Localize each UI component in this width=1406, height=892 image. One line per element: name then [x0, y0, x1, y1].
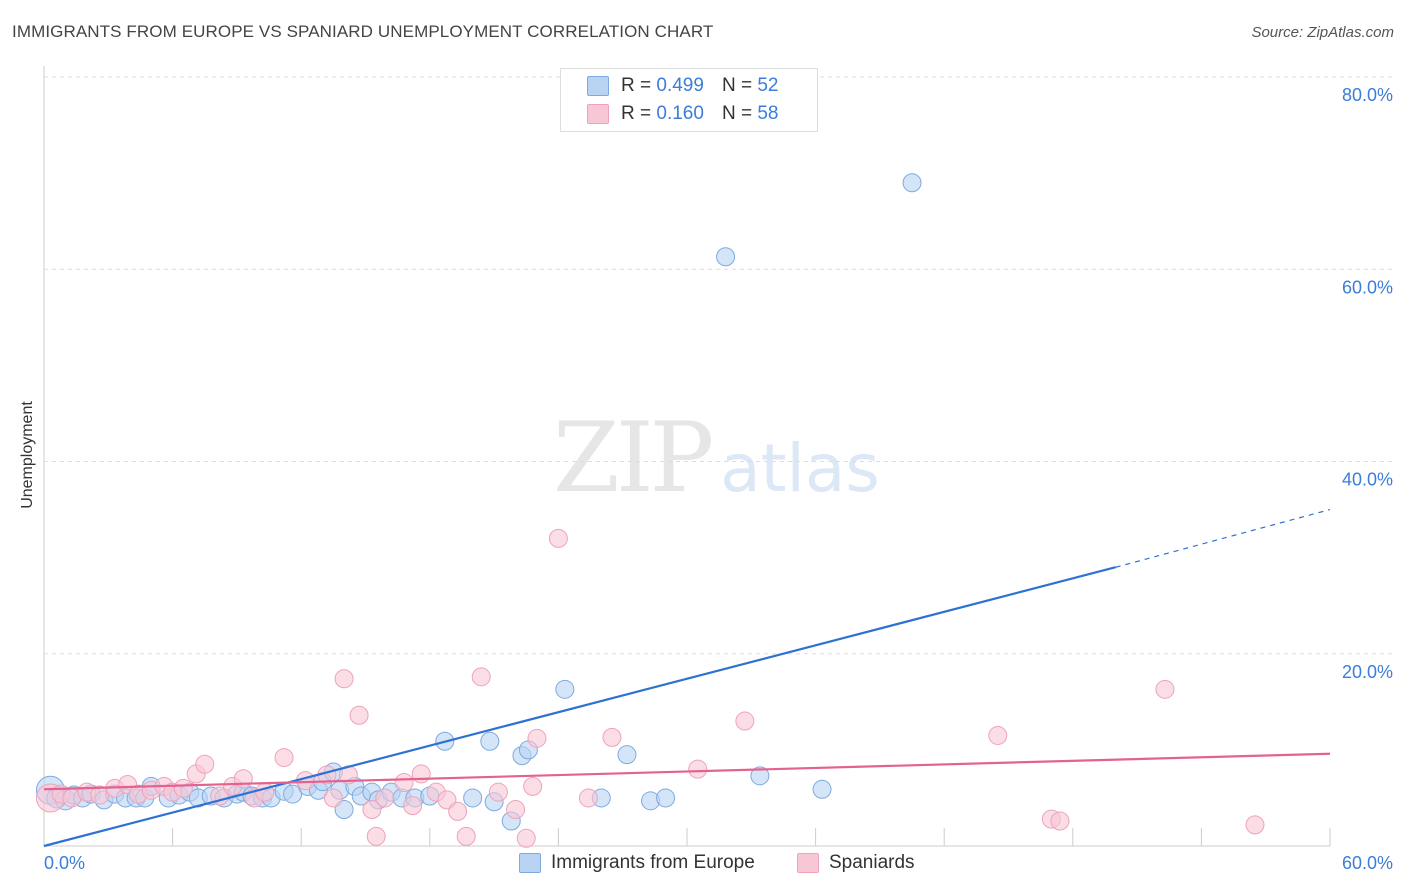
pink-data-point — [735, 711, 755, 731]
pink-data-point — [488, 782, 508, 802]
pink-data-point — [349, 705, 369, 725]
r-value: 0.160 — [656, 103, 704, 124]
stats-legend: R = 0.499 N = 52 R = 0.160 N = 58 — [560, 68, 818, 132]
pink-trend-line — [43, 752, 1331, 791]
stats-legend-row-pink: R = 0.160 N = 58 — [587, 101, 778, 127]
n-label: N = — [721, 103, 753, 124]
source-credit: Source: ZipAtlas.com — [1251, 24, 1394, 41]
blue-data-point — [480, 731, 500, 751]
pink-data-point — [1245, 815, 1265, 835]
n-value: 58 — [757, 103, 779, 124]
stats-legend-row-blue: R = 0.499 N = 52 — [587, 73, 778, 99]
pink-data-point — [323, 788, 343, 808]
blue-data-point — [283, 784, 303, 804]
blue-data-point — [812, 779, 832, 799]
blue-data-point — [617, 745, 637, 765]
immigrants-from-europe-points — [35, 173, 922, 831]
spaniards-points — [35, 528, 1265, 848]
pink-data-point — [506, 799, 526, 819]
pink-data-point — [578, 788, 598, 808]
pink-data-point — [988, 725, 1008, 745]
blue-trend-extension — [1115, 508, 1331, 568]
y-tick-label: 40.0% — [1342, 470, 1393, 490]
blue-data-point — [902, 173, 922, 193]
legend-label: Spaniards — [829, 852, 915, 873]
r-label: R = — [621, 103, 652, 124]
watermark: ZIP atlas — [553, 402, 880, 514]
pink-swatch — [797, 853, 819, 873]
legend-item-spaniards: Spaniards — [797, 852, 915, 874]
blue-swatch — [519, 853, 541, 873]
blue-data-point — [463, 788, 483, 808]
x-tick-label: 60.0% — [1342, 853, 1393, 873]
pink-data-point — [516, 828, 536, 848]
watermark-zip: ZIP — [553, 402, 714, 514]
blue-data-point — [555, 679, 575, 699]
x-tick-label: 0.0% — [44, 853, 85, 873]
legend-label: Immigrants from Europe — [551, 852, 755, 873]
pink-swatch — [587, 104, 609, 124]
r-label: R = — [621, 75, 652, 96]
pink-data-point — [523, 776, 543, 796]
pink-data-point — [688, 759, 708, 779]
blue-data-point — [750, 766, 770, 786]
pink-data-point — [403, 796, 423, 816]
pink-data-point — [411, 764, 431, 784]
pink-data-point — [362, 799, 382, 819]
chart-title: IMMIGRANTS FROM EUROPE VS SPANIARD UNEMP… — [12, 22, 714, 41]
blue-swatch — [587, 76, 609, 96]
pink-data-point — [334, 669, 354, 689]
y-tick-label: 80.0% — [1342, 85, 1393, 105]
pink-data-point — [471, 667, 491, 687]
pink-data-point — [527, 728, 547, 748]
y-tick-label: 20.0% — [1342, 662, 1393, 682]
blue-data-point — [716, 247, 736, 267]
pink-data-point — [173, 778, 193, 798]
pink-data-point — [602, 727, 622, 747]
pink-data-point — [1050, 811, 1070, 831]
pink-data-point — [1155, 679, 1175, 699]
pink-data-point — [274, 748, 294, 768]
pink-data-point — [195, 754, 215, 774]
pink-data-point — [366, 826, 386, 846]
y-tick-label: 60.0% — [1342, 277, 1393, 297]
legend-item-immigrants-from-europe: Immigrants from Europe — [519, 852, 755, 874]
pink-data-point — [375, 788, 395, 808]
blue-trend-line — [43, 566, 1116, 848]
n-value: 52 — [757, 75, 779, 96]
pink-data-point — [548, 528, 568, 548]
blue-data-point — [656, 788, 676, 808]
pink-data-point — [394, 773, 414, 793]
n-label: N = — [721, 75, 753, 96]
pink-data-point — [448, 801, 468, 821]
r-value: 0.499 — [656, 75, 704, 96]
watermark-atlas: atlas — [720, 430, 880, 507]
pink-data-point — [456, 826, 476, 846]
